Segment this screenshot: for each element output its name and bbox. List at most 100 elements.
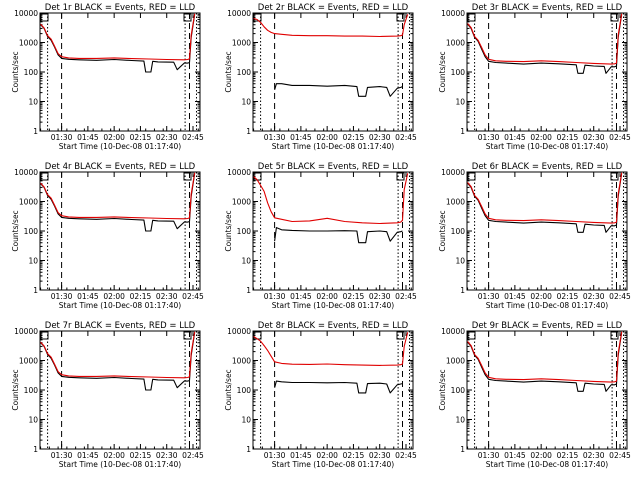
y-tick-label: 10000 <box>227 9 251 18</box>
y-tick-label: 10 <box>455 257 465 266</box>
plot-frame <box>39 330 201 450</box>
series-events-line <box>40 173 196 232</box>
marker-box <box>40 13 49 22</box>
y-tick-label: 100 <box>451 68 466 77</box>
chart-panel: Det 8r BLACK = Events, RED = LLD 1 10 100 10… <box>224 321 417 469</box>
x-tick-label: 01:45 <box>77 133 99 142</box>
x-axis-label: Start Time (10-Dec-08 01:17:40) <box>59 301 181 310</box>
series-lld-line <box>467 331 623 383</box>
chart-title: Det 6r BLACK = Events, RED = LLD <box>472 162 623 172</box>
x-axis-label: Start Time (10-Dec-08 01:17:40) <box>272 142 394 151</box>
x-tick-label: 02:00 <box>103 133 125 142</box>
y-tick-label: 100 <box>451 386 466 395</box>
y-tick-label: 10 <box>28 98 38 107</box>
y-tick-label: 10 <box>241 416 251 425</box>
series-lld-line <box>253 173 409 225</box>
y-tick-label: 10 <box>28 416 38 425</box>
x-tick-label: 02:00 <box>316 133 338 142</box>
x-tick-label: 02:45 <box>182 133 204 142</box>
x-tick-label: 01:30 <box>478 451 500 460</box>
x-tick-label: 02:00 <box>530 292 552 301</box>
x-tick-label: 01:45 <box>290 451 312 460</box>
chart-panel: Det 1r BLACK = Events, RED = LLD 1 10 100 10… <box>11 3 204 151</box>
marker-box <box>610 331 619 340</box>
chart-title: Det 3r BLACK = Events, RED = LLD <box>472 3 623 13</box>
y-tick-label: 1 <box>33 286 38 295</box>
x-axis-label: Start Time (10-Dec-08 01:17:40) <box>59 460 181 469</box>
marker-box <box>396 331 405 340</box>
x-tick-label: 01:30 <box>51 292 73 301</box>
x-tick-label: 02:00 <box>530 451 552 460</box>
y-axis-label: Counts/sec <box>11 51 20 92</box>
x-tick-label: 01:45 <box>290 133 312 142</box>
y-axis-label: Counts/sec <box>11 210 20 251</box>
x-tick-label: 02:30 <box>156 133 178 142</box>
x-tick-label: 02:15 <box>130 133 152 142</box>
y-tick-label: 10000 <box>227 168 251 177</box>
series-lld-line <box>253 14 409 38</box>
x-tick-label: 02:15 <box>130 451 152 460</box>
y-axis-label: Counts/sec <box>224 51 233 92</box>
chart-panel: Det 9r BLACK = Events, RED = LLD 1 10 100 10… <box>438 321 631 469</box>
x-tick-label: 02:15 <box>557 292 579 301</box>
series-events-line <box>40 332 196 391</box>
chart-title: Det 9r BLACK = Events, RED = LLD <box>472 321 623 331</box>
y-tick-label: 1 <box>246 286 251 295</box>
y-tick-label: 10000 <box>441 9 465 18</box>
chart-panel: Det 6r BLACK = Events, RED = LLD 1 10 100 10… <box>438 162 631 310</box>
x-tick-label: 02:00 <box>530 133 552 142</box>
plot-frame <box>466 171 628 291</box>
x-axis-label: Start Time (10-Dec-08 01:17:40) <box>272 301 394 310</box>
series-lld-line <box>467 13 623 65</box>
x-tick-label: 01:30 <box>264 292 286 301</box>
series-events-line <box>467 14 623 74</box>
marker-box <box>610 13 619 22</box>
x-tick-label: 02:45 <box>395 292 417 301</box>
x-axis-label: Start Time (10-Dec-08 01:17:40) <box>486 301 608 310</box>
x-tick-label: 02:30 <box>156 292 178 301</box>
y-tick-label: 100 <box>24 386 39 395</box>
x-tick-label: 02:00 <box>316 292 338 301</box>
y-tick-label: 10 <box>241 257 251 266</box>
y-tick-label: 10000 <box>14 9 38 18</box>
x-tick-label: 02:15 <box>557 451 579 460</box>
y-axis-label: Counts/sec <box>438 210 447 251</box>
y-axis-label: Counts/sec <box>224 369 233 410</box>
y-tick-label: 100 <box>24 68 39 77</box>
x-tick-label: 01:30 <box>264 133 286 142</box>
series-events-line <box>274 380 403 394</box>
x-tick-label: 02:00 <box>316 451 338 460</box>
plot-frame <box>466 330 628 450</box>
y-tick-label: 1000 <box>446 39 465 48</box>
y-tick-label: 1000 <box>19 198 38 207</box>
y-axis-label: Counts/sec <box>438 51 447 92</box>
x-tick-label: 02:45 <box>182 292 204 301</box>
x-tick-label: 02:45 <box>395 451 417 460</box>
marker-box <box>467 331 476 340</box>
chart-panel: Det 3r BLACK = Events, RED = LLD 1 10 100 10… <box>438 3 631 151</box>
marker-box <box>467 172 476 181</box>
x-axis-label: Start Time (10-Dec-08 01:17:40) <box>486 460 608 469</box>
y-tick-label: 100 <box>24 227 39 236</box>
x-tick-label: 01:45 <box>290 292 312 301</box>
x-tick-label: 02:45 <box>609 451 631 460</box>
x-axis-label: Start Time (10-Dec-08 01:17:40) <box>486 142 608 151</box>
y-tick-label: 10000 <box>14 327 38 336</box>
x-tick-label: 01:30 <box>51 451 73 460</box>
chart-title: Det 2r BLACK = Events, RED = LLD <box>258 3 409 13</box>
marker-box <box>396 13 405 22</box>
y-tick-label: 1 <box>460 127 465 136</box>
y-tick-label: 1 <box>246 127 251 136</box>
x-axis-label: Start Time (10-Dec-08 01:17:40) <box>59 142 181 151</box>
chart-title: Det 1r BLACK = Events, RED = LLD <box>45 3 196 13</box>
x-tick-label: 02:30 <box>369 133 391 142</box>
chart-panel: Det 2r BLACK = Events, RED = LLD 1 10 100 10… <box>224 3 417 151</box>
plot-frame <box>39 12 201 132</box>
y-tick-label: 10000 <box>14 168 38 177</box>
chart-panel: Det 5r BLACK = Events, RED = LLD 1 10 100 10… <box>224 162 417 310</box>
chart-title: Det 7r BLACK = Events, RED = LLD <box>45 321 196 331</box>
x-tick-label: 02:45 <box>609 133 631 142</box>
series-events-line <box>274 83 403 97</box>
x-tick-label: 01:45 <box>504 451 526 460</box>
y-tick-label: 1000 <box>446 357 465 366</box>
